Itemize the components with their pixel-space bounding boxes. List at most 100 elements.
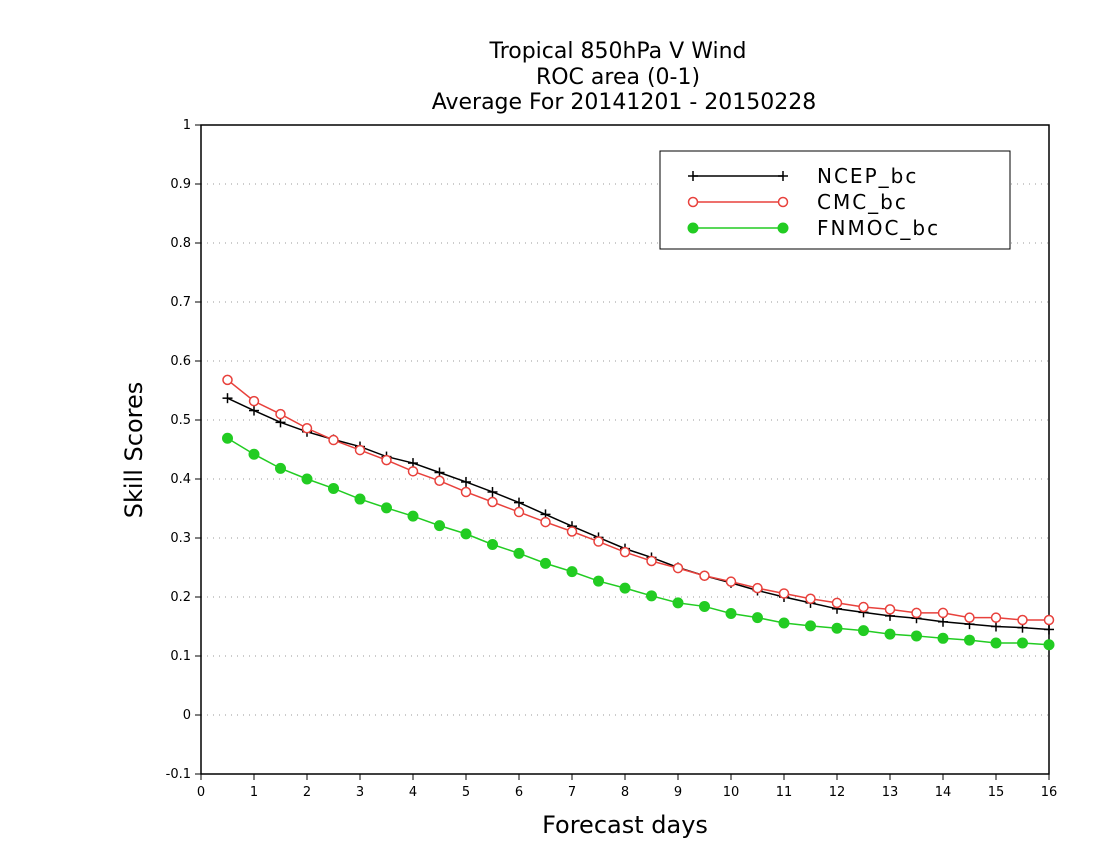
data-point	[407, 466, 419, 477]
y-tick-label: 0.8	[170, 236, 191, 251]
legend-entry-cmc-bc: CMC_bc	[687, 190, 908, 214]
legend-entry-fnmoc-bc: FNMOC_bc	[687, 216, 940, 240]
data-point	[778, 617, 790, 629]
x-tick-label: 12	[829, 785, 846, 800]
legend-label: NCEP_bc	[817, 164, 918, 188]
data-point	[938, 616, 948, 627]
legend-marker	[777, 222, 789, 234]
x-axis-title: Forecast days	[542, 811, 708, 839]
data-point	[461, 476, 471, 487]
data-point	[990, 637, 1002, 649]
y-tick-label: -0.1	[166, 767, 191, 782]
data-point	[725, 608, 737, 620]
legend-box	[659, 150, 1011, 250]
data-point	[911, 630, 922, 642]
data-point	[752, 582, 763, 594]
data-point	[1044, 624, 1054, 635]
data-point	[672, 562, 684, 574]
data-point	[672, 597, 684, 609]
x-tick-label: 10	[723, 785, 740, 800]
data-point	[646, 590, 657, 602]
x-tick-label: 6	[515, 785, 523, 800]
title-line-3: Average For 20141201 - 20150228	[432, 90, 817, 115]
data-point	[566, 566, 578, 578]
data-point	[513, 506, 525, 518]
y-tick-label: 0.2	[170, 590, 191, 605]
data-point	[407, 510, 419, 522]
x-tick-label: 15	[988, 785, 1005, 800]
x-tick-label: 0	[197, 785, 205, 800]
data-point	[354, 444, 366, 456]
data-point	[1043, 614, 1055, 626]
y-tick-label: 1	[183, 118, 191, 133]
data-point	[911, 607, 922, 619]
data-point	[487, 538, 498, 550]
data-point	[222, 374, 233, 386]
data-point	[249, 405, 259, 416]
y-axis-title: Skill Scores	[120, 382, 148, 519]
y-tick-label: 0.9	[170, 177, 191, 192]
data-point	[460, 486, 472, 498]
title-line-2: ROC area (0-1)	[536, 65, 700, 90]
data-point	[964, 634, 975, 646]
data-point	[248, 448, 260, 460]
data-point	[434, 475, 445, 487]
data-point	[487, 486, 498, 497]
data-point	[1043, 639, 1055, 651]
data-point	[752, 612, 763, 624]
legend-marker	[777, 196, 789, 208]
x-tick-label: 5	[462, 785, 470, 800]
data-point	[699, 600, 710, 612]
data-point	[991, 621, 1001, 632]
data-point	[275, 408, 286, 420]
data-point	[593, 575, 604, 587]
y-tick-label: 0.1	[170, 649, 191, 664]
data-point	[566, 526, 578, 537]
data-point	[593, 536, 604, 547]
series-layer	[222, 374, 1055, 651]
series-cmc-bc	[222, 374, 1055, 626]
data-point	[513, 547, 525, 559]
axis-ticks: -0.100.10.20.30.40.50.60.70.80.910 1 2 3 4 5 6…	[166, 118, 1058, 800]
data-point	[937, 632, 949, 644]
data-point	[937, 607, 949, 619]
data-point	[805, 593, 816, 605]
y-tick-label: 0.5	[170, 413, 191, 428]
x-tick-label: 8	[621, 785, 629, 800]
data-point	[222, 393, 233, 404]
legend-marker	[687, 222, 699, 234]
data-point	[646, 555, 657, 567]
legend-marker	[688, 171, 698, 181]
data-point	[884, 604, 896, 615]
data-point	[328, 434, 339, 446]
legend-entry-ncep-bc: NCEP_bc	[688, 164, 918, 188]
series-fnmoc-bc	[222, 432, 1055, 651]
x-tick-label: 9	[674, 785, 682, 800]
data-point	[990, 612, 1002, 623]
y-tick-label: 0.6	[170, 354, 191, 369]
series-line	[227, 437, 1050, 646]
data-point	[540, 557, 551, 569]
data-point	[1017, 614, 1028, 626]
x-tick-label: 3	[356, 785, 364, 800]
y-tick-label: 0.7	[170, 295, 191, 310]
legend-label: CMC_bc	[817, 190, 908, 214]
legend-label: FNMOC_bc	[817, 216, 940, 240]
x-tick-label: 14	[935, 785, 952, 800]
x-tick-label: 7	[568, 785, 576, 800]
data-point	[301, 423, 313, 434]
data-point	[434, 520, 445, 532]
series-line	[227, 379, 1049, 621]
data-point	[301, 473, 313, 485]
chart-title: Tropical 850hPa V Wind ROC area (0-1) Av…	[432, 39, 817, 115]
data-point	[884, 628, 896, 640]
data-point	[381, 502, 392, 514]
data-point	[831, 597, 843, 609]
data-point	[778, 588, 790, 599]
x-tick-label: 16	[1041, 785, 1058, 800]
data-point	[381, 454, 392, 466]
data-point	[328, 482, 339, 494]
x-tick-label: 13	[882, 785, 899, 800]
